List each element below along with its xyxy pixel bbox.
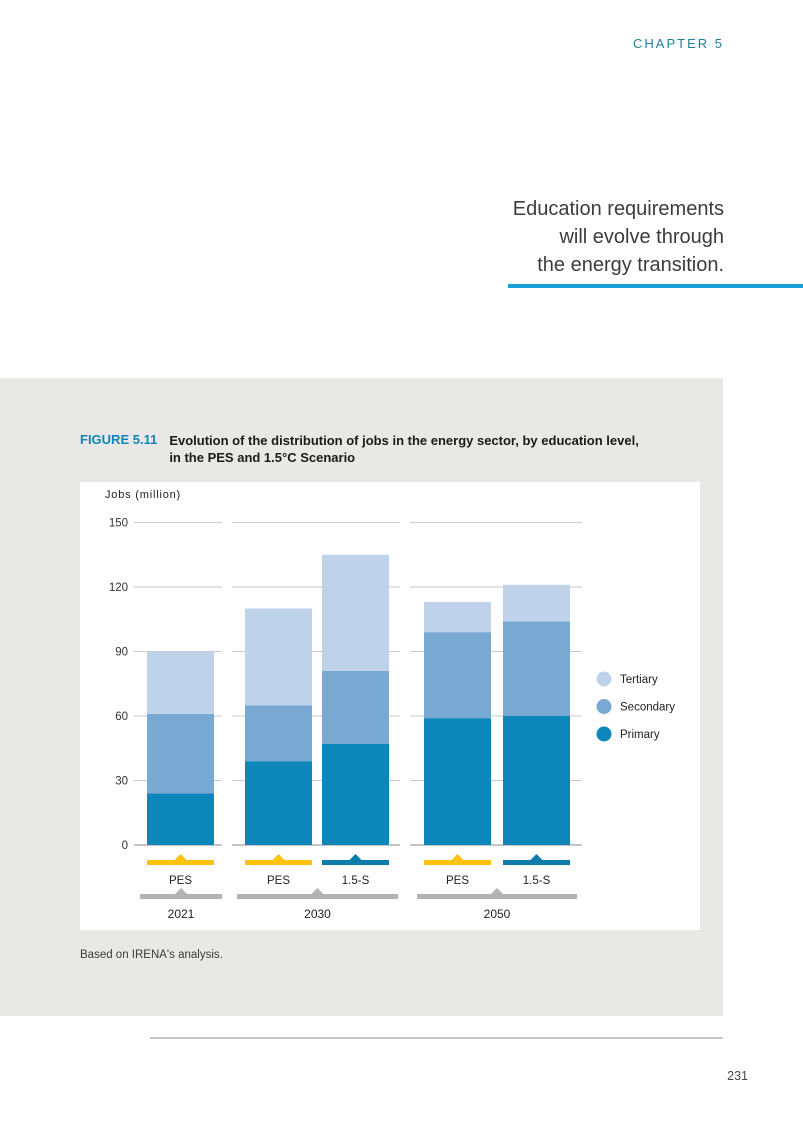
legend-label: Primary <box>620 729 660 741</box>
y-tick-label: 150 <box>109 518 128 530</box>
bar-segment-primary <box>424 718 491 845</box>
year-group-bar <box>237 894 398 899</box>
year-label: 2021 <box>168 907 195 921</box>
pull-quote-line: the energy transition. <box>537 254 724 276</box>
scenario-marker-arrow <box>349 854 362 860</box>
page-number: 231 <box>727 1069 748 1083</box>
pull-quote-line: will evolve through <box>559 226 724 248</box>
year-label: 2030 <box>304 907 331 921</box>
y-axis-label: Jobs (million) <box>105 489 181 501</box>
bar-segment-tertiary <box>322 554 389 671</box>
scenario-marker <box>245 860 312 865</box>
chart-panel: 0 30 60 90 120 150 Jobs (million) PES 2021 PES 1.5… <box>80 482 700 930</box>
bar-segment-primary <box>245 761 312 845</box>
figure-title: Evolution of the distribution of jobs in… <box>169 432 639 466</box>
chapter-label: CHAPTER 5 <box>633 36 724 51</box>
y-tick-label: 30 <box>115 776 128 788</box>
figure-panel: FIGURE 5.11 Evolution of the distributio… <box>0 378 723 1016</box>
figure-caption: FIGURE 5.11 Evolution of the distributio… <box>80 432 639 466</box>
source-note: Based on IRENA's analysis. <box>80 949 223 961</box>
scenario-label: 1.5-S <box>342 875 370 887</box>
scenario-marker <box>147 860 214 865</box>
legend-swatch-primary <box>596 726 612 742</box>
bar-segment-secondary <box>503 621 570 716</box>
year-group-bar <box>140 894 222 899</box>
bar-segment-secondary <box>147 713 214 794</box>
year-group-arrow <box>491 888 503 894</box>
scenario-marker-arrow <box>272 854 285 860</box>
legend-label: Tertiary <box>620 674 658 686</box>
bar-segment-tertiary <box>503 584 570 622</box>
scenario-marker-arrow <box>530 854 543 860</box>
year-group-bar <box>417 894 577 899</box>
quote-underline-rule <box>508 284 803 288</box>
bar-segment-primary <box>322 743 389 845</box>
figure-title-line1: Evolution of the distribution of jobs in… <box>169 433 639 448</box>
figure-title-line2: in the PES and 1.5°C Scenario <box>169 450 356 465</box>
legend-label: Secondary <box>620 702 675 714</box>
legend-swatch-tertiary <box>596 671 612 687</box>
y-tick-label: 60 <box>115 711 128 723</box>
year-label: 2050 <box>484 907 511 921</box>
scenario-marker-arrow <box>451 854 464 860</box>
scenario-label: PES <box>169 875 192 887</box>
bar-segment-tertiary <box>424 602 491 633</box>
bar-segment-primary <box>147 793 214 845</box>
scenario-label: PES <box>267 875 290 887</box>
scenario-marker <box>424 860 491 865</box>
pull-quote: Education requirements will evolve throu… <box>513 195 724 279</box>
bar-segment-secondary <box>245 705 312 762</box>
bottom-divider <box>150 1037 723 1039</box>
scenario-marker-arrow <box>174 854 187 860</box>
pull-quote-line: Education requirements <box>512 198 724 220</box>
bar-segment-primary <box>503 716 570 845</box>
year-group-arrow <box>175 888 187 894</box>
scenario-marker <box>503 860 570 865</box>
scenario-label: PES <box>446 875 469 887</box>
scenario-label: 1.5-S <box>523 875 551 887</box>
y-tick-label: 90 <box>115 647 128 659</box>
bar-segment-secondary <box>424 632 491 719</box>
y-tick-label: 0 <box>122 840 128 852</box>
bar-segment-tertiary <box>245 608 312 706</box>
bar-segment-tertiary <box>147 651 214 714</box>
year-group-arrow <box>311 888 324 894</box>
bar-segment-secondary <box>322 670 389 744</box>
stacked-bar-chart: 0 30 60 90 120 150 Jobs (million) PES 2021 PES 1.5… <box>105 489 675 921</box>
y-tick-label: 120 <box>109 582 128 594</box>
scenario-marker <box>322 860 389 865</box>
legend-swatch-secondary <box>596 699 612 714</box>
figure-label: FIGURE 5.11 <box>80 432 158 447</box>
